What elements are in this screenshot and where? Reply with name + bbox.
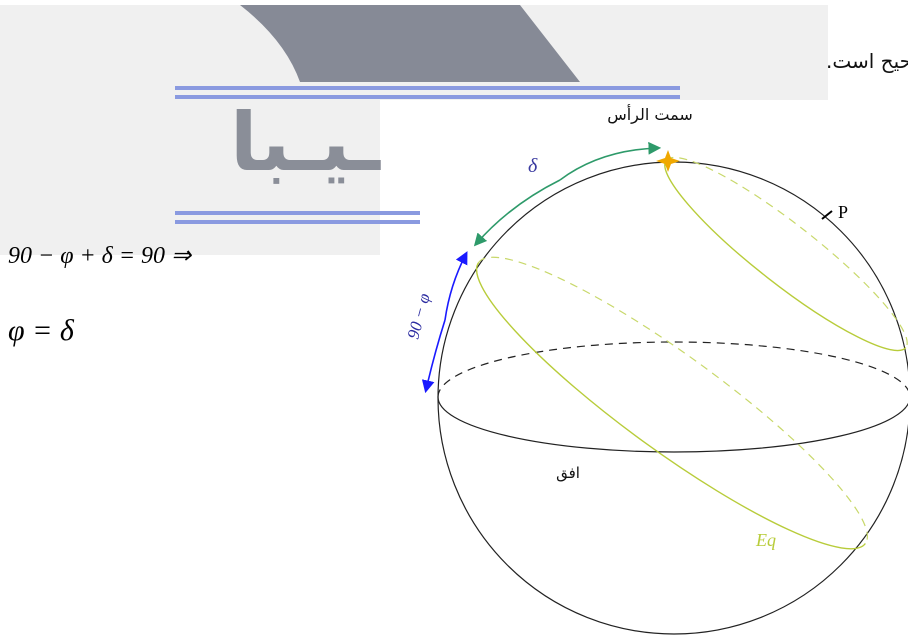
watermark-line	[175, 220, 420, 224]
horizon-front	[438, 397, 908, 452]
delta-arc	[476, 180, 560, 244]
watermark-text: ـیـبا	[230, 96, 382, 189]
horizon-back	[438, 342, 908, 397]
equator-front	[450, 263, 865, 583]
equator-back	[479, 224, 894, 544]
delta-label: δ	[528, 155, 538, 177]
equator-label: Eq	[755, 530, 776, 550]
zenith-label: سمت الرأس	[607, 104, 693, 125]
equator-circle	[450, 224, 893, 583]
horizon-label: افق	[556, 464, 580, 482]
colatitude-label: 90 − φ	[404, 291, 434, 341]
header-text: ج صحیح است.	[826, 49, 908, 73]
celestial-sphere	[438, 162, 908, 634]
zenith-star	[656, 150, 680, 172]
diurnal-front	[648, 160, 906, 371]
equation: φ = δ	[8, 314, 75, 347]
watermark-line	[175, 86, 680, 90]
equation: 90 − φ + δ = 90 ⇒	[8, 243, 192, 269]
diurnal-back	[666, 137, 908, 348]
pole-label: P	[838, 202, 848, 222]
diagram-canvas: ـیـبا ج صحیح است. 90 − φ + δ = 90 ⇒ φ = …	[0, 0, 908, 639]
page: ـیـبا ج صحیح است. 90 − φ + δ = 90 ⇒ φ = …	[0, 0, 908, 639]
diurnal-circle	[648, 137, 908, 371]
watermark-line	[175, 211, 420, 215]
